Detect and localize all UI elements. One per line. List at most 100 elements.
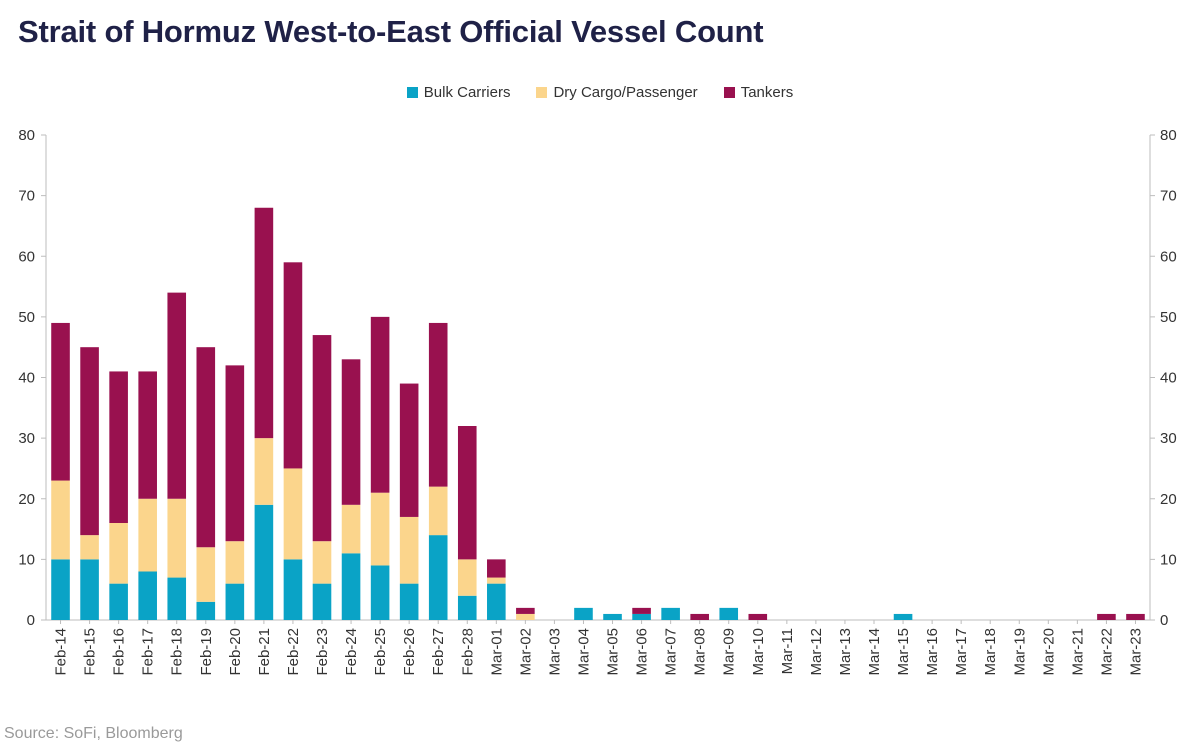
- legend-label-dry-cargo: Dry Cargo/Passenger: [553, 84, 698, 101]
- x-tick-label-mar-17: Mar-17: [953, 628, 970, 676]
- bar-dry-cargo-passenger-feb-14: [51, 480, 70, 560]
- y-tick-label-left: 60: [18, 248, 35, 265]
- x-tick-label-feb-23: Feb-23: [314, 628, 331, 676]
- bar-tankers-feb-25: [370, 316, 390, 493]
- legend-item-tankers: Tankers: [723, 84, 794, 101]
- bar-bulk-carriers-mar-06: [632, 613, 651, 620]
- bar-dry-cargo-passenger-feb-28: [457, 559, 477, 596]
- bar-tankers-feb-20: [225, 365, 245, 542]
- chart-legend: Bulk Carriers Dry Cargo/Passenger Tanker…: [0, 84, 1200, 101]
- bar-tankers-feb-17: [138, 371, 157, 499]
- bar-tankers-feb-23: [312, 335, 332, 542]
- y-tick-label-left: 30: [18, 430, 35, 447]
- bar-bulk-carriers-feb-15: [80, 559, 99, 620]
- y-tick-label-right: 60: [1160, 248, 1177, 265]
- bar-dry-cargo-passenger-feb-21: [254, 438, 274, 505]
- bar-dry-cargo-passenger-feb-23: [312, 541, 332, 584]
- y-tick-label-right: 80: [1160, 127, 1177, 144]
- x-tick-label-mar-15: Mar-15: [895, 628, 912, 676]
- bar-bulk-carriers-mar-04: [574, 607, 593, 620]
- bar-dry-cargo-passenger-feb-19: [196, 547, 216, 602]
- bar-bulk-carriers-feb-26: [399, 583, 419, 620]
- bar-bulk-carriers-feb-17: [138, 571, 157, 620]
- legend-label-bulk-carriers: Bulk Carriers: [423, 84, 511, 101]
- y-tick-label-right: 10: [1160, 551, 1177, 568]
- bar-dry-cargo-passenger-feb-17: [138, 498, 157, 572]
- x-tick-label-mar-23: Mar-23: [1127, 628, 1144, 676]
- bar-bulk-carriers-feb-14: [51, 559, 70, 620]
- bar-bulk-carriers-feb-27: [428, 535, 448, 620]
- bar-tankers-mar-08: [690, 613, 709, 620]
- x-tick-label-mar-19: Mar-19: [1011, 628, 1028, 676]
- bar-tankers-mar-22: [1097, 613, 1116, 620]
- x-tick-label-mar-02: Mar-02: [517, 628, 534, 676]
- bar-tankers-feb-26: [399, 383, 419, 517]
- x-tick-label-feb-17: Feb-17: [140, 628, 157, 676]
- legend-item-bulk-carriers: Bulk Carriers: [406, 84, 511, 101]
- y-tick-label-right: 50: [1160, 309, 1177, 326]
- bar-bulk-carriers-feb-19: [196, 601, 216, 620]
- x-tick-label-mar-22: Mar-22: [1098, 628, 1115, 676]
- x-tick-label-mar-04: Mar-04: [575, 628, 592, 676]
- x-tick-label-feb-24: Feb-24: [343, 628, 360, 676]
- y-tick-label-right: 0: [1160, 612, 1168, 629]
- bar-dry-cargo-passenger-mar-02: [516, 613, 535, 620]
- legend-label-tankers: Tankers: [740, 84, 794, 101]
- bar-bulk-carriers-feb-24: [341, 553, 361, 620]
- x-tick-label-feb-16: Feb-16: [111, 628, 128, 676]
- bar-tankers-mar-23: [1126, 613, 1145, 620]
- bar-bulk-carriers-feb-28: [457, 595, 477, 620]
- bar-bulk-carriers-feb-22: [283, 559, 303, 620]
- bar-tankers-mar-02: [516, 607, 535, 614]
- bar-tankers-mar-06: [632, 607, 651, 614]
- x-tick-label-mar-03: Mar-03: [546, 628, 563, 676]
- x-tick-label-mar-12: Mar-12: [808, 628, 825, 676]
- bar-dry-cargo-passenger-feb-25: [370, 492, 390, 566]
- bar-bulk-carriers-feb-20: [225, 583, 245, 620]
- legend-swatch-dry-cargo: [536, 87, 548, 98]
- x-tick-label-mar-11: Mar-11: [779, 628, 796, 674]
- y-tick-label-right: 20: [1160, 491, 1177, 508]
- x-tick-label-feb-14: Feb-14: [53, 628, 70, 676]
- bar-tankers-feb-28: [457, 426, 477, 560]
- source-note: Source: SoFi, Bloomberg: [4, 725, 183, 742]
- x-tick-label-mar-10: Mar-10: [750, 628, 767, 676]
- y-tick-label-left: 20: [18, 491, 35, 508]
- bar-tankers-mar-01: [487, 559, 506, 578]
- x-tick-label-mar-06: Mar-06: [634, 628, 651, 676]
- x-tick-label-mar-05: Mar-05: [605, 628, 622, 676]
- x-tick-label-feb-27: Feb-27: [430, 628, 447, 676]
- x-tick-label-mar-13: Mar-13: [837, 628, 854, 676]
- x-tick-label-mar-16: Mar-16: [924, 628, 941, 676]
- y-tick-label-right: 70: [1160, 188, 1177, 205]
- bar-bulk-carriers-mar-01: [487, 583, 506, 620]
- y-tick-label-right: 30: [1160, 430, 1177, 447]
- bar-tankers-feb-19: [196, 347, 216, 548]
- x-tick-label-mar-01: Mar-01: [488, 628, 505, 676]
- y-tick-label-left: 40: [18, 370, 35, 387]
- x-tick-label-mar-21: Mar-21: [1069, 628, 1086, 676]
- x-tick-label-feb-26: Feb-26: [401, 628, 418, 676]
- bar-dry-cargo-passenger-mar-01: [487, 577, 506, 584]
- x-tick-label-mar-20: Mar-20: [1040, 628, 1057, 676]
- y-tick-label-right: 40: [1160, 370, 1177, 387]
- bar-bulk-carriers-mar-09: [719, 607, 739, 620]
- bar-tankers-feb-14: [51, 322, 70, 481]
- bar-tankers-feb-24: [341, 359, 361, 505]
- x-tick-label-feb-22: Feb-22: [285, 628, 302, 676]
- bar-tankers-feb-16: [109, 371, 128, 523]
- y-tick-label-left: 80: [18, 127, 35, 144]
- x-tick-label-mar-08: Mar-08: [692, 628, 709, 676]
- bar-dry-cargo-passenger-feb-27: [428, 486, 448, 536]
- x-tick-label-mar-07: Mar-07: [663, 628, 680, 676]
- bar-dry-cargo-passenger-feb-24: [341, 504, 361, 554]
- y-tick-label-left: 0: [27, 612, 35, 629]
- x-tick-label-mar-18: Mar-18: [982, 628, 999, 676]
- bar-bulk-carriers-feb-16: [109, 583, 128, 620]
- bar-dry-cargo-passenger-feb-26: [399, 516, 419, 584]
- bar-bulk-carriers-mar-05: [603, 613, 622, 620]
- chart-title: Strait of Hormuz West-to-East Official V…: [18, 14, 764, 49]
- x-tick-label-feb-19: Feb-19: [198, 628, 215, 676]
- y-tick-label-left: 70: [18, 188, 35, 205]
